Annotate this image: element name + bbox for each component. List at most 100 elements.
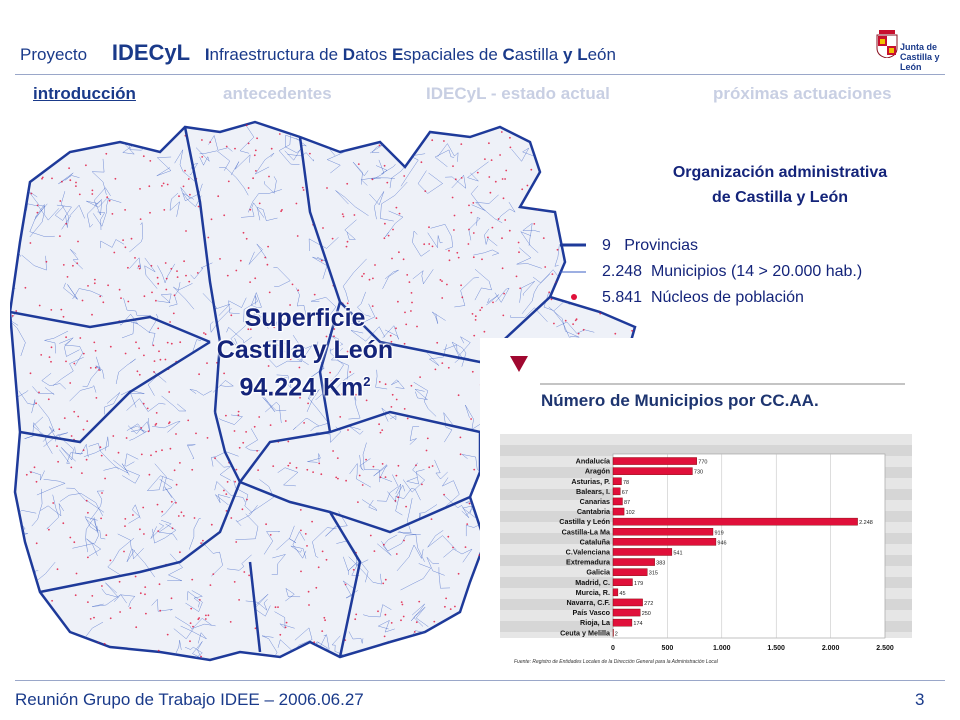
bar (612, 588, 619, 597)
surface-label-line-2: Castilla y León (216, 336, 394, 364)
category-label: Aragón (585, 467, 610, 476)
category-label: Ceuta y Melilla (560, 628, 611, 637)
value-label: 174 (633, 621, 642, 627)
bar (612, 558, 655, 566)
header: Proyecto IDECyL Infraestructura de Datos… (0, 0, 960, 80)
bar (612, 487, 621, 496)
bar (612, 477, 622, 485)
nav-item-estado-actual[interactable]: IDECyL - estado actual (426, 84, 610, 103)
subtitle-part: C (502, 45, 515, 64)
legend-text: 9 Provincias (602, 237, 698, 255)
category-label: Balears, I. (576, 487, 610, 496)
legend-label: Núcleos de población (650, 289, 804, 306)
legend-count: 5.841 (602, 289, 643, 306)
legend-count: 9 (602, 237, 611, 254)
castilla-leon-map (10, 120, 637, 662)
organization-title: Organización administrativa de Castilla … (600, 160, 960, 210)
page-number: 3 (915, 690, 925, 709)
value-label: 919 (714, 530, 723, 536)
category-label: Murcia, R. (576, 588, 610, 597)
subtitle-part: astilla (514, 45, 563, 64)
bar (612, 457, 697, 465)
bar (612, 608, 641, 617)
value-label: 45 (619, 591, 625, 597)
chart-band-stripe (500, 445, 912, 456)
footer-divider (15, 680, 945, 681)
category-label: Castilla-La Ma (562, 527, 611, 536)
legend-label: Provincias (624, 237, 699, 254)
brand-name: IDECyL (111, 40, 191, 65)
legend-count: 2.248 (602, 263, 643, 280)
legend-row-municipios: 2.248 Municipios (14 > 20.000 hab.) (560, 260, 960, 286)
header-title: Proyecto IDECyL Infraestructura de Datos… (20, 40, 616, 66)
subtitle-part: spaciales de (403, 45, 503, 64)
value-label: 770 (698, 460, 707, 466)
bar (612, 538, 717, 546)
logo-line-1: Junta de (900, 42, 938, 52)
surface-unit-exponent: 2 (363, 374, 371, 389)
red-dot-icon (571, 294, 577, 300)
value-label: 946 (717, 540, 726, 546)
value-label: 102 (626, 510, 635, 516)
x-tick-label: 500 (662, 645, 674, 652)
category-label: Galicia (586, 568, 611, 577)
subtitle-part: D (342, 45, 356, 64)
x-tick-label: 2.500 (876, 645, 894, 652)
surface-label-line-3: 94.224 Km2 (185, 366, 425, 403)
thin-line-icon (560, 271, 586, 273)
bar (612, 629, 614, 637)
value-label: 541 (673, 551, 682, 557)
bar (612, 598, 643, 607)
population-dots (10, 122, 635, 660)
category-label: País Vasco (572, 608, 610, 617)
legend-text: 5.841 Núcleos de población (602, 289, 804, 307)
bar (612, 568, 648, 576)
value-label: 179 (634, 581, 643, 587)
logo-line-2: Castilla y León (900, 52, 940, 72)
subtitle-part: y (562, 45, 573, 64)
nav-item-antecedentes[interactable]: antecedentes (223, 84, 332, 103)
surface-label: Superficie Castilla y León 94.224 Km2 (185, 302, 425, 403)
category-label: Andalucía (576, 457, 611, 466)
legend-label: Municipios (14 > 20.000 hab.) (650, 263, 863, 280)
section-nav: introducción antecedentes IDECyL - estad… (33, 84, 933, 108)
nav-item-proximas-actuaciones[interactable]: próximas actuaciones (713, 84, 892, 103)
surface-value: 94.224 Km (239, 373, 364, 402)
category-label: Asturias, P. (571, 477, 610, 486)
subtitle-part: eón (587, 45, 616, 64)
logo-text: Junta de Castilla y León (900, 42, 946, 72)
bar (612, 548, 673, 556)
bar (612, 578, 633, 586)
header-subtitle: Infraestructura de Datos Espaciales de C… (205, 45, 616, 64)
value-label: 87 (624, 500, 630, 506)
category-label: Canarias (580, 497, 610, 506)
subtitle-part: E (391, 45, 404, 64)
bar (612, 517, 858, 526)
value-label: 2 (615, 631, 618, 637)
chart-source-note: Fuente: Registro de Entidades Locales de… (514, 659, 719, 665)
value-label: 272 (644, 601, 653, 607)
plot-area (612, 453, 886, 639)
category-label: Madrid, C. (575, 578, 610, 587)
value-label: 2.248 (859, 520, 873, 526)
category-label: Cantabria (577, 507, 611, 516)
legend-text: 2.248 Municipios (14 > 20.000 hab.) (602, 263, 862, 281)
nav-item-introduccion[interactable]: introducción (33, 84, 136, 103)
bar (612, 507, 625, 516)
organization-title-line-1: Organización administrativa (672, 164, 888, 181)
x-tick-label: 1.500 (767, 645, 785, 652)
chart-title: Número de Municipios por CC.AA. (541, 391, 819, 410)
thick-line-icon (560, 243, 586, 247)
category-label: Extremadura (566, 558, 611, 567)
map-legend: 9 Provincias 2.248 Municipios (14 > 20.0… (560, 234, 960, 312)
legend-row-nucleos: 5.841 Núcleos de población (560, 286, 960, 312)
subtitle-part: L (577, 45, 588, 64)
subtitle-part: atos (355, 45, 392, 64)
category-label: Rioja, La (580, 618, 611, 627)
project-label: Proyecto (20, 45, 88, 64)
organization-title-line-2: de Castilla y León (711, 189, 849, 206)
category-label: Navarra, C.F. (566, 598, 610, 607)
coat-of-arms-icon (876, 30, 898, 58)
value-label: 67 (622, 490, 628, 496)
